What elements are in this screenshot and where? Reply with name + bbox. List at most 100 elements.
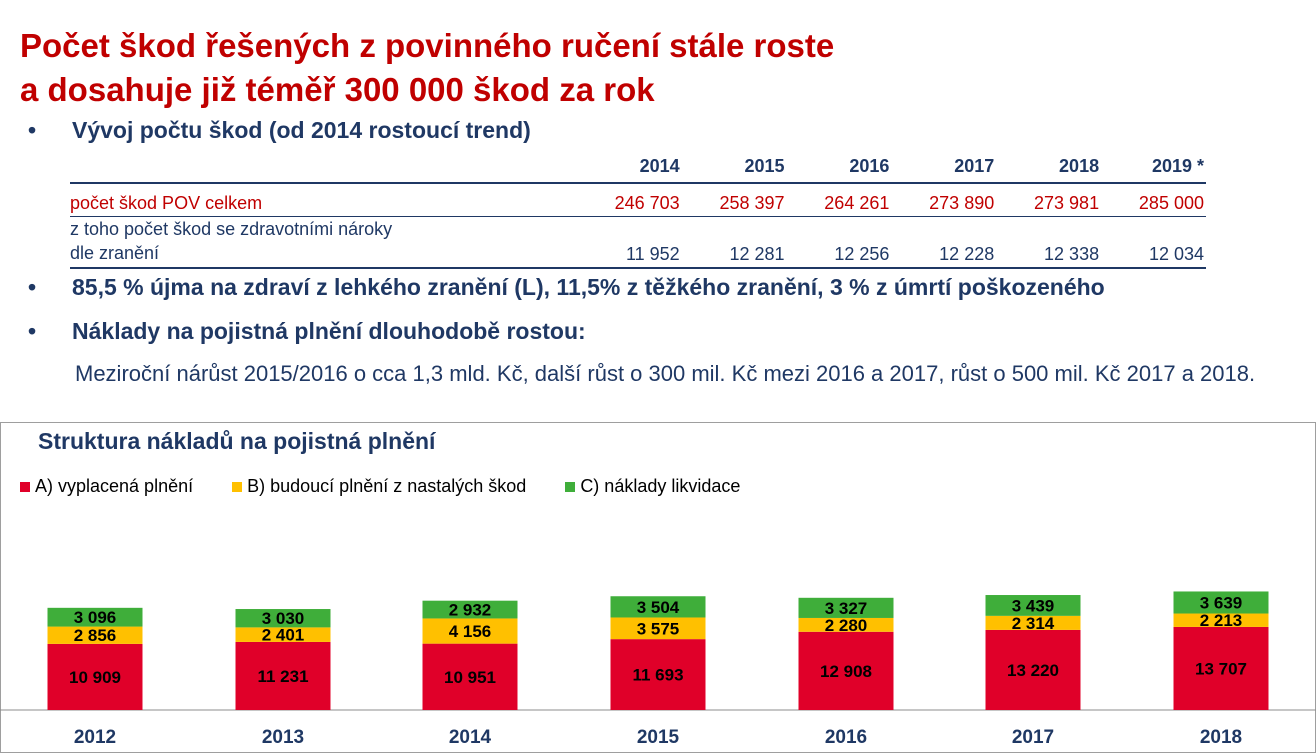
data-label: 3 639 bbox=[1200, 593, 1243, 612]
bar-segment-c-2014 bbox=[422, 600, 518, 619]
bar-segment-a-2017 bbox=[985, 629, 1081, 710]
chart-title: Struktura nákladů na pojistná plnění bbox=[38, 428, 436, 454]
row-label-line1: z toho počet škod se zdravotními nároky bbox=[70, 219, 393, 239]
x-tick-label: 2015 bbox=[637, 727, 680, 748]
bar-segment-c-2017 bbox=[985, 595, 1081, 616]
bullet-trend-text: Vývoj počtu škod (od 2014 rostoucí trend… bbox=[72, 117, 531, 143]
bar-segment-c-2018 bbox=[1173, 591, 1269, 614]
data-label: 10 951 bbox=[444, 668, 496, 687]
x-tick-label: 2012 bbox=[74, 727, 116, 748]
bar-segment-b-2015 bbox=[610, 617, 706, 640]
table-header-empty bbox=[70, 154, 577, 184]
data-label: 2 932 bbox=[449, 601, 492, 620]
bar-segment-a-2015 bbox=[610, 639, 706, 710]
bar-segment-a-2012 bbox=[47, 643, 143, 710]
costs-paragraph: Meziroční nárůst 2015/2016 o cca 1,3 mld… bbox=[75, 361, 1256, 386]
data-label: 13 707 bbox=[1195, 659, 1247, 678]
year-header: 2017 bbox=[891, 154, 997, 184]
page-title-line1: Počet škod řešených z povinného ručení s… bbox=[20, 27, 835, 64]
legend-swatch bbox=[232, 482, 243, 492]
bullet-trend: • Vývoj počtu škod (od 2014 rostoucí tren… bbox=[28, 117, 531, 144]
table-cell: 12 256 bbox=[786, 216, 892, 269]
x-tick-label: 2013 bbox=[262, 727, 304, 748]
page-title: Počet škod řešených z povinného ručení s… bbox=[20, 24, 1300, 112]
table-cell: 273 890 bbox=[891, 183, 997, 217]
data-label: 2 314 bbox=[1012, 614, 1055, 633]
year-header: 2014 bbox=[576, 154, 682, 184]
legend-swatch bbox=[20, 482, 30, 492]
bar-segment-c-2013 bbox=[235, 609, 331, 628]
data-label: 3 439 bbox=[1012, 596, 1055, 615]
bar-segment-b-2017 bbox=[985, 615, 1081, 630]
table-cell: 258 397 bbox=[681, 183, 787, 217]
data-label: 4 156 bbox=[449, 622, 492, 641]
x-tick-label: 2018 bbox=[1200, 727, 1242, 748]
bullet-injury-text: 85,5 % újma na zdraví z lehkého zranění … bbox=[72, 274, 1105, 300]
bar-segment-a-2013 bbox=[235, 641, 331, 710]
legend-item-c: C) náklady likvidace bbox=[565, 476, 740, 497]
bullet-costs-text: Náklady na pojistná plnění dlouhodobě ro… bbox=[72, 318, 586, 344]
data-label: 2 856 bbox=[74, 626, 117, 645]
data-label: 3 504 bbox=[637, 598, 680, 617]
claims-table: 2014 2015 2016 2017 2018 2019 * počet šk… bbox=[70, 154, 1206, 269]
legend-label: A) vyplacená plnění bbox=[35, 476, 194, 496]
x-tick-label: 2017 bbox=[1012, 727, 1054, 748]
bar-segment-b-2018 bbox=[1173, 613, 1269, 627]
bar-segment-b-2013 bbox=[235, 627, 331, 642]
data-label: 12 908 bbox=[820, 662, 872, 681]
year-header: 2015 bbox=[681, 154, 787, 184]
data-label: 10 909 bbox=[69, 668, 121, 687]
data-label: 3 096 bbox=[74, 608, 117, 627]
data-label: 3 327 bbox=[825, 599, 868, 618]
row-label: počet škod POV celkem bbox=[70, 183, 577, 217]
data-label: 13 220 bbox=[1007, 661, 1059, 680]
bullet-marker: • bbox=[28, 318, 37, 344]
year-header: 2016 bbox=[786, 154, 892, 184]
legend-item-b: B) budoucí plnění z nastalých škod bbox=[232, 476, 526, 497]
page-title-line2: a dosahuje již téměř 300 000 škod za rok bbox=[20, 71, 655, 108]
bar-segment-c-2015 bbox=[610, 596, 706, 618]
chart-legend: A) vyplacená plnění B) budoucí plnění z … bbox=[20, 476, 774, 497]
year-header: 2018 bbox=[996, 154, 1102, 184]
data-label: 3 575 bbox=[637, 619, 680, 638]
bar-segment-c-2012 bbox=[47, 607, 143, 627]
bullet-marker: • bbox=[28, 274, 37, 300]
row-label-line2: dle zranění bbox=[70, 243, 160, 263]
data-label: 2 401 bbox=[262, 626, 305, 645]
bullet-injury-share: • 85,5 % újma na zdraví z lehkého zranění… bbox=[28, 274, 1105, 301]
table-cell: 12 338 bbox=[996, 216, 1102, 269]
table-cell: 264 261 bbox=[786, 183, 892, 217]
x-tick-label: 2014 bbox=[449, 727, 492, 748]
table-cell: 246 703 bbox=[576, 183, 682, 217]
x-tick-label: 2016 bbox=[825, 727, 867, 748]
bar-segment-a-2014 bbox=[422, 643, 518, 710]
data-label: 11 693 bbox=[632, 666, 683, 685]
bar-segment-a-2018 bbox=[1173, 626, 1269, 710]
bar-segment-a-2016 bbox=[798, 631, 894, 710]
table-cell: 273 981 bbox=[996, 183, 1102, 217]
bar-segment-b-2016 bbox=[798, 617, 894, 632]
row-label: z toho počet škod se zdravotními nároky … bbox=[70, 216, 577, 269]
legend-swatch bbox=[565, 482, 576, 492]
data-label: 11 231 bbox=[257, 667, 308, 686]
table-cell: 12 281 bbox=[681, 216, 787, 269]
data-label: 3 030 bbox=[262, 609, 305, 628]
data-label: 2 280 bbox=[825, 616, 868, 635]
year-header: 2019 * bbox=[1101, 154, 1206, 184]
table-row-total-claims: počet škod POV celkem 246 703 258 397 26… bbox=[70, 183, 1206, 217]
claims-table-header: 2014 2015 2016 2017 2018 2019 * bbox=[70, 154, 1206, 184]
bar-segment-c-2016 bbox=[798, 597, 894, 618]
table-cell: 12 034 bbox=[1101, 216, 1206, 269]
table-cell: 285 000 bbox=[1101, 183, 1206, 217]
bullet-marker: • bbox=[28, 117, 37, 143]
legend-label: C) náklady likvidace bbox=[580, 476, 741, 496]
bar-segment-b-2014 bbox=[422, 618, 518, 644]
table-row-health-claims: z toho počet škod se zdravotními nároky … bbox=[70, 216, 1206, 269]
bar-segment-b-2012 bbox=[47, 626, 143, 644]
legend-label: B) budoucí plnění z nastalých škod bbox=[247, 476, 527, 496]
bullet-costs: • Náklady na pojistná plnění dlouhodobě r… bbox=[28, 318, 586, 345]
table-cell: 11 952 bbox=[576, 216, 682, 269]
table-cell: 12 228 bbox=[891, 216, 997, 269]
data-label: 2 213 bbox=[1200, 611, 1243, 630]
